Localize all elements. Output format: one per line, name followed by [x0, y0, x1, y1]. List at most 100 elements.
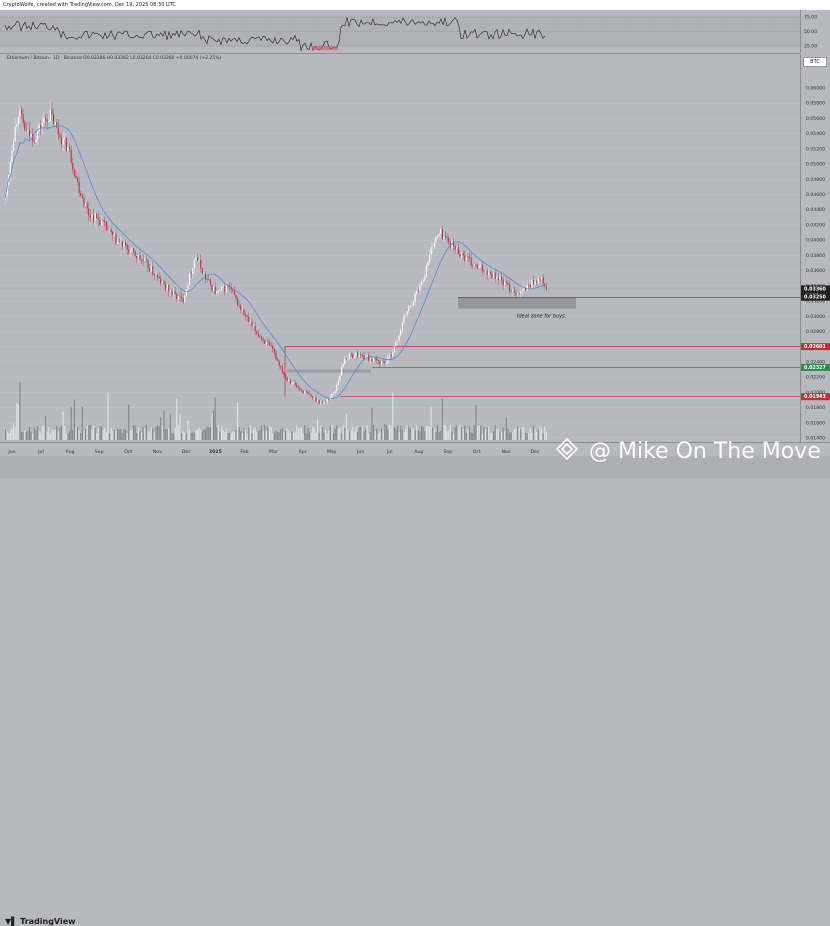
candle-body: [443, 236, 445, 239]
candle-body: [85, 203, 87, 206]
candle-body: [513, 290, 515, 293]
volume-bar: [368, 433, 370, 440]
volume-bar: [72, 430, 74, 440]
volume-bar: [449, 424, 451, 440]
candle-body: [233, 290, 235, 295]
volume-bar: [115, 430, 117, 440]
candle-body: [38, 124, 40, 132]
volume-bar: [446, 431, 448, 440]
candle-body: [51, 109, 53, 115]
volume-bar: [182, 431, 184, 440]
candle-body: [105, 221, 107, 230]
candle-body: [280, 365, 282, 367]
candle-body: [333, 392, 335, 394]
volume-bar: [171, 433, 173, 440]
candle-body: [131, 248, 133, 251]
candle-body: [57, 127, 59, 135]
price-axis[interactable]: 0.06000 0.05800 0.05600 0.05400 0.05200 0.050…: [800, 54, 830, 442]
volume-bar: [189, 428, 191, 440]
candle-body: [264, 340, 266, 344]
volume-bar: [328, 430, 330, 440]
volume-bar: [205, 429, 207, 440]
volume-bar: [470, 432, 472, 440]
candle-body: [147, 259, 149, 269]
candle-body: [160, 278, 162, 284]
volume-bar: [193, 432, 195, 440]
volume-bar: [427, 426, 429, 440]
volume-bar: [245, 429, 247, 440]
candle-body: [117, 241, 119, 244]
volume-bar: [454, 426, 456, 440]
candle-body: [237, 298, 239, 306]
volume-bar: [107, 392, 109, 440]
volume-bar: [152, 428, 154, 440]
tradingview-logo[interactable]: ▼▌ TradingView: [5, 917, 76, 926]
volume-bar: [227, 432, 229, 440]
volume-bar: [504, 431, 506, 440]
time-tick-label: Nov: [501, 449, 510, 455]
candle-body: [265, 341, 267, 344]
price-tick-label: 0.01600: [806, 420, 825, 426]
time-tick-label: Dec: [182, 449, 191, 455]
candle-body: [184, 296, 186, 303]
candle-body: [389, 354, 391, 357]
volume-bar: [465, 432, 467, 440]
volume-bar: [411, 427, 413, 440]
candle-body: [187, 285, 189, 290]
volume-bar: [464, 425, 466, 440]
volume-bar: [337, 429, 339, 440]
time-tick-label: May: [327, 449, 337, 455]
candle-body: [416, 290, 418, 294]
volume-bar: [112, 430, 114, 440]
volume-bar: [30, 431, 32, 440]
volume-bar: [342, 425, 344, 440]
candle-body: [118, 241, 120, 243]
volume-bar: [64, 426, 66, 440]
candle-body: [120, 242, 122, 243]
candle-body: [206, 279, 208, 281]
candle-body: [405, 315, 407, 316]
candle-body: [273, 349, 275, 353]
candle-body: [6, 184, 8, 196]
volume-bar: [531, 432, 533, 440]
volume-bar: [163, 410, 165, 440]
candle-body: [374, 357, 376, 359]
volume-bar: [33, 427, 35, 440]
candle-body: [345, 358, 347, 360]
volume-bar: [425, 426, 427, 440]
currency-badge[interactable]: BTC: [803, 57, 827, 67]
volume-bar: [456, 425, 458, 440]
candle-body: [464, 255, 466, 261]
volume-bar: [294, 431, 296, 440]
candle-body: [277, 359, 279, 361]
candle-body: [198, 259, 200, 261]
price-tick-label: 0.03800: [806, 253, 825, 259]
rsi-pane[interactable]: [0, 10, 800, 54]
price-tick-label: 0.02400: [806, 359, 825, 365]
price-level-label: 0.02601: [804, 344, 826, 350]
volume-bar: [318, 432, 320, 440]
candle-body: [69, 147, 71, 150]
volume-bar: [286, 428, 288, 440]
price-tick-label: 0.04000: [806, 238, 825, 244]
volume-bar: [195, 429, 197, 440]
candle-body: [425, 265, 427, 277]
volume-bar: [136, 432, 138, 440]
volume-bar: [517, 426, 519, 440]
volume-bar: [41, 425, 43, 440]
volume-bar: [96, 433, 98, 440]
volume-bar: [297, 428, 299, 440]
candle-body: [163, 281, 165, 285]
volume-bar: [150, 427, 152, 440]
volume-bar: [459, 425, 461, 440]
volume-bar: [438, 432, 440, 440]
price-tick-label: 0.06000: [806, 86, 825, 92]
time-axis[interactable]: Jun Jul Aug Sep Oct Nov Dec 2025 Feb Mar Apr May Jun…: [0, 442, 830, 457]
volume-bar: [419, 431, 421, 440]
candle-body: [133, 248, 135, 252]
price-chart-pane[interactable]: Ideal zone for buys.: [0, 54, 800, 442]
volume-bar: [256, 431, 258, 440]
volume-bar: [155, 426, 157, 440]
volume-bar: [542, 433, 544, 440]
volume-bar: [512, 432, 514, 440]
